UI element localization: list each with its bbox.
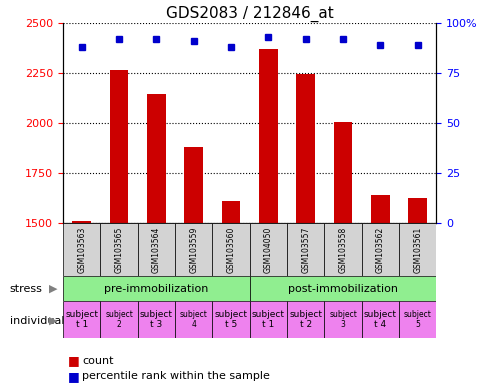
Text: subject
3: subject 3	[329, 310, 356, 329]
FancyBboxPatch shape	[324, 301, 361, 338]
Text: GSM103562: GSM103562	[375, 227, 384, 273]
FancyBboxPatch shape	[287, 223, 324, 276]
Text: ■: ■	[68, 354, 79, 367]
FancyBboxPatch shape	[361, 223, 398, 276]
Text: percentile rank within the sample: percentile rank within the sample	[82, 371, 270, 381]
Bar	[72, 221, 91, 223]
Text: subject
t 2: subject t 2	[288, 310, 322, 329]
Text: GSM103558: GSM103558	[338, 227, 347, 273]
Text: post-immobilization: post-immobilization	[287, 284, 397, 294]
Bar	[147, 94, 166, 223]
Text: subject
t 3: subject t 3	[139, 310, 173, 329]
Text: subject
t 1: subject t 1	[251, 310, 285, 329]
Text: stress: stress	[10, 284, 43, 294]
Text: ■: ■	[68, 370, 79, 383]
Text: GSM103563: GSM103563	[77, 227, 86, 273]
Text: subject
4: subject 4	[180, 310, 207, 329]
FancyBboxPatch shape	[398, 301, 436, 338]
Text: ▶: ▶	[48, 316, 57, 326]
Bar	[184, 147, 203, 223]
FancyBboxPatch shape	[212, 223, 249, 276]
FancyBboxPatch shape	[324, 223, 361, 276]
FancyBboxPatch shape	[249, 301, 287, 338]
Text: GSM103557: GSM103557	[301, 227, 310, 273]
Text: GSM103561: GSM103561	[412, 227, 422, 273]
FancyBboxPatch shape	[63, 276, 249, 301]
Text: GSM103564: GSM103564	[151, 227, 161, 273]
Text: GSM103565: GSM103565	[114, 227, 123, 273]
FancyBboxPatch shape	[100, 223, 137, 276]
FancyBboxPatch shape	[175, 223, 212, 276]
FancyBboxPatch shape	[63, 223, 100, 276]
FancyBboxPatch shape	[100, 301, 137, 338]
Text: GSM103559: GSM103559	[189, 227, 198, 273]
FancyBboxPatch shape	[249, 276, 436, 301]
Bar	[109, 70, 128, 223]
FancyBboxPatch shape	[175, 301, 212, 338]
FancyBboxPatch shape	[63, 301, 100, 338]
FancyBboxPatch shape	[398, 223, 436, 276]
Bar	[296, 74, 315, 223]
FancyBboxPatch shape	[137, 301, 175, 338]
Text: subject
t 1: subject t 1	[65, 310, 98, 329]
Text: subject
2: subject 2	[105, 310, 133, 329]
Text: subject
t 4: subject t 4	[363, 310, 396, 329]
Title: GDS2083 / 212846_at: GDS2083 / 212846_at	[166, 5, 333, 22]
FancyBboxPatch shape	[361, 301, 398, 338]
Text: GSM103560: GSM103560	[226, 227, 235, 273]
FancyBboxPatch shape	[249, 223, 287, 276]
Bar	[333, 122, 352, 223]
Text: count: count	[82, 356, 114, 366]
Bar	[370, 195, 389, 223]
Text: subject
t 5: subject t 5	[214, 310, 247, 329]
Text: GSM104050: GSM104050	[263, 227, 272, 273]
FancyBboxPatch shape	[137, 223, 175, 276]
Text: subject
5: subject 5	[403, 310, 431, 329]
FancyBboxPatch shape	[287, 301, 324, 338]
Bar	[408, 198, 426, 223]
Bar	[258, 49, 277, 223]
Text: ▶: ▶	[48, 284, 57, 294]
Bar	[221, 201, 240, 223]
Text: individual: individual	[10, 316, 64, 326]
Text: pre-immobilization: pre-immobilization	[104, 284, 208, 294]
FancyBboxPatch shape	[212, 301, 249, 338]
